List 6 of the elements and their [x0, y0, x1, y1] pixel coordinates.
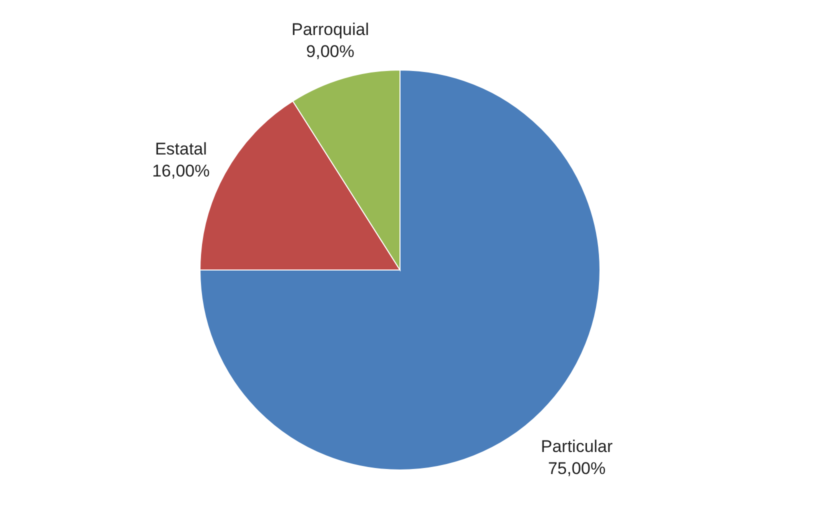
- data-label: 75,00%: [548, 458, 606, 478]
- slice-label: Estatal: [154, 140, 207, 159]
- data-label: 16,00%: [152, 162, 210, 181]
- slice-label: Particular: [540, 436, 614, 456]
- data-label: 9,00%: [306, 42, 354, 61]
- slice-label: Parroquial: [292, 20, 369, 39]
